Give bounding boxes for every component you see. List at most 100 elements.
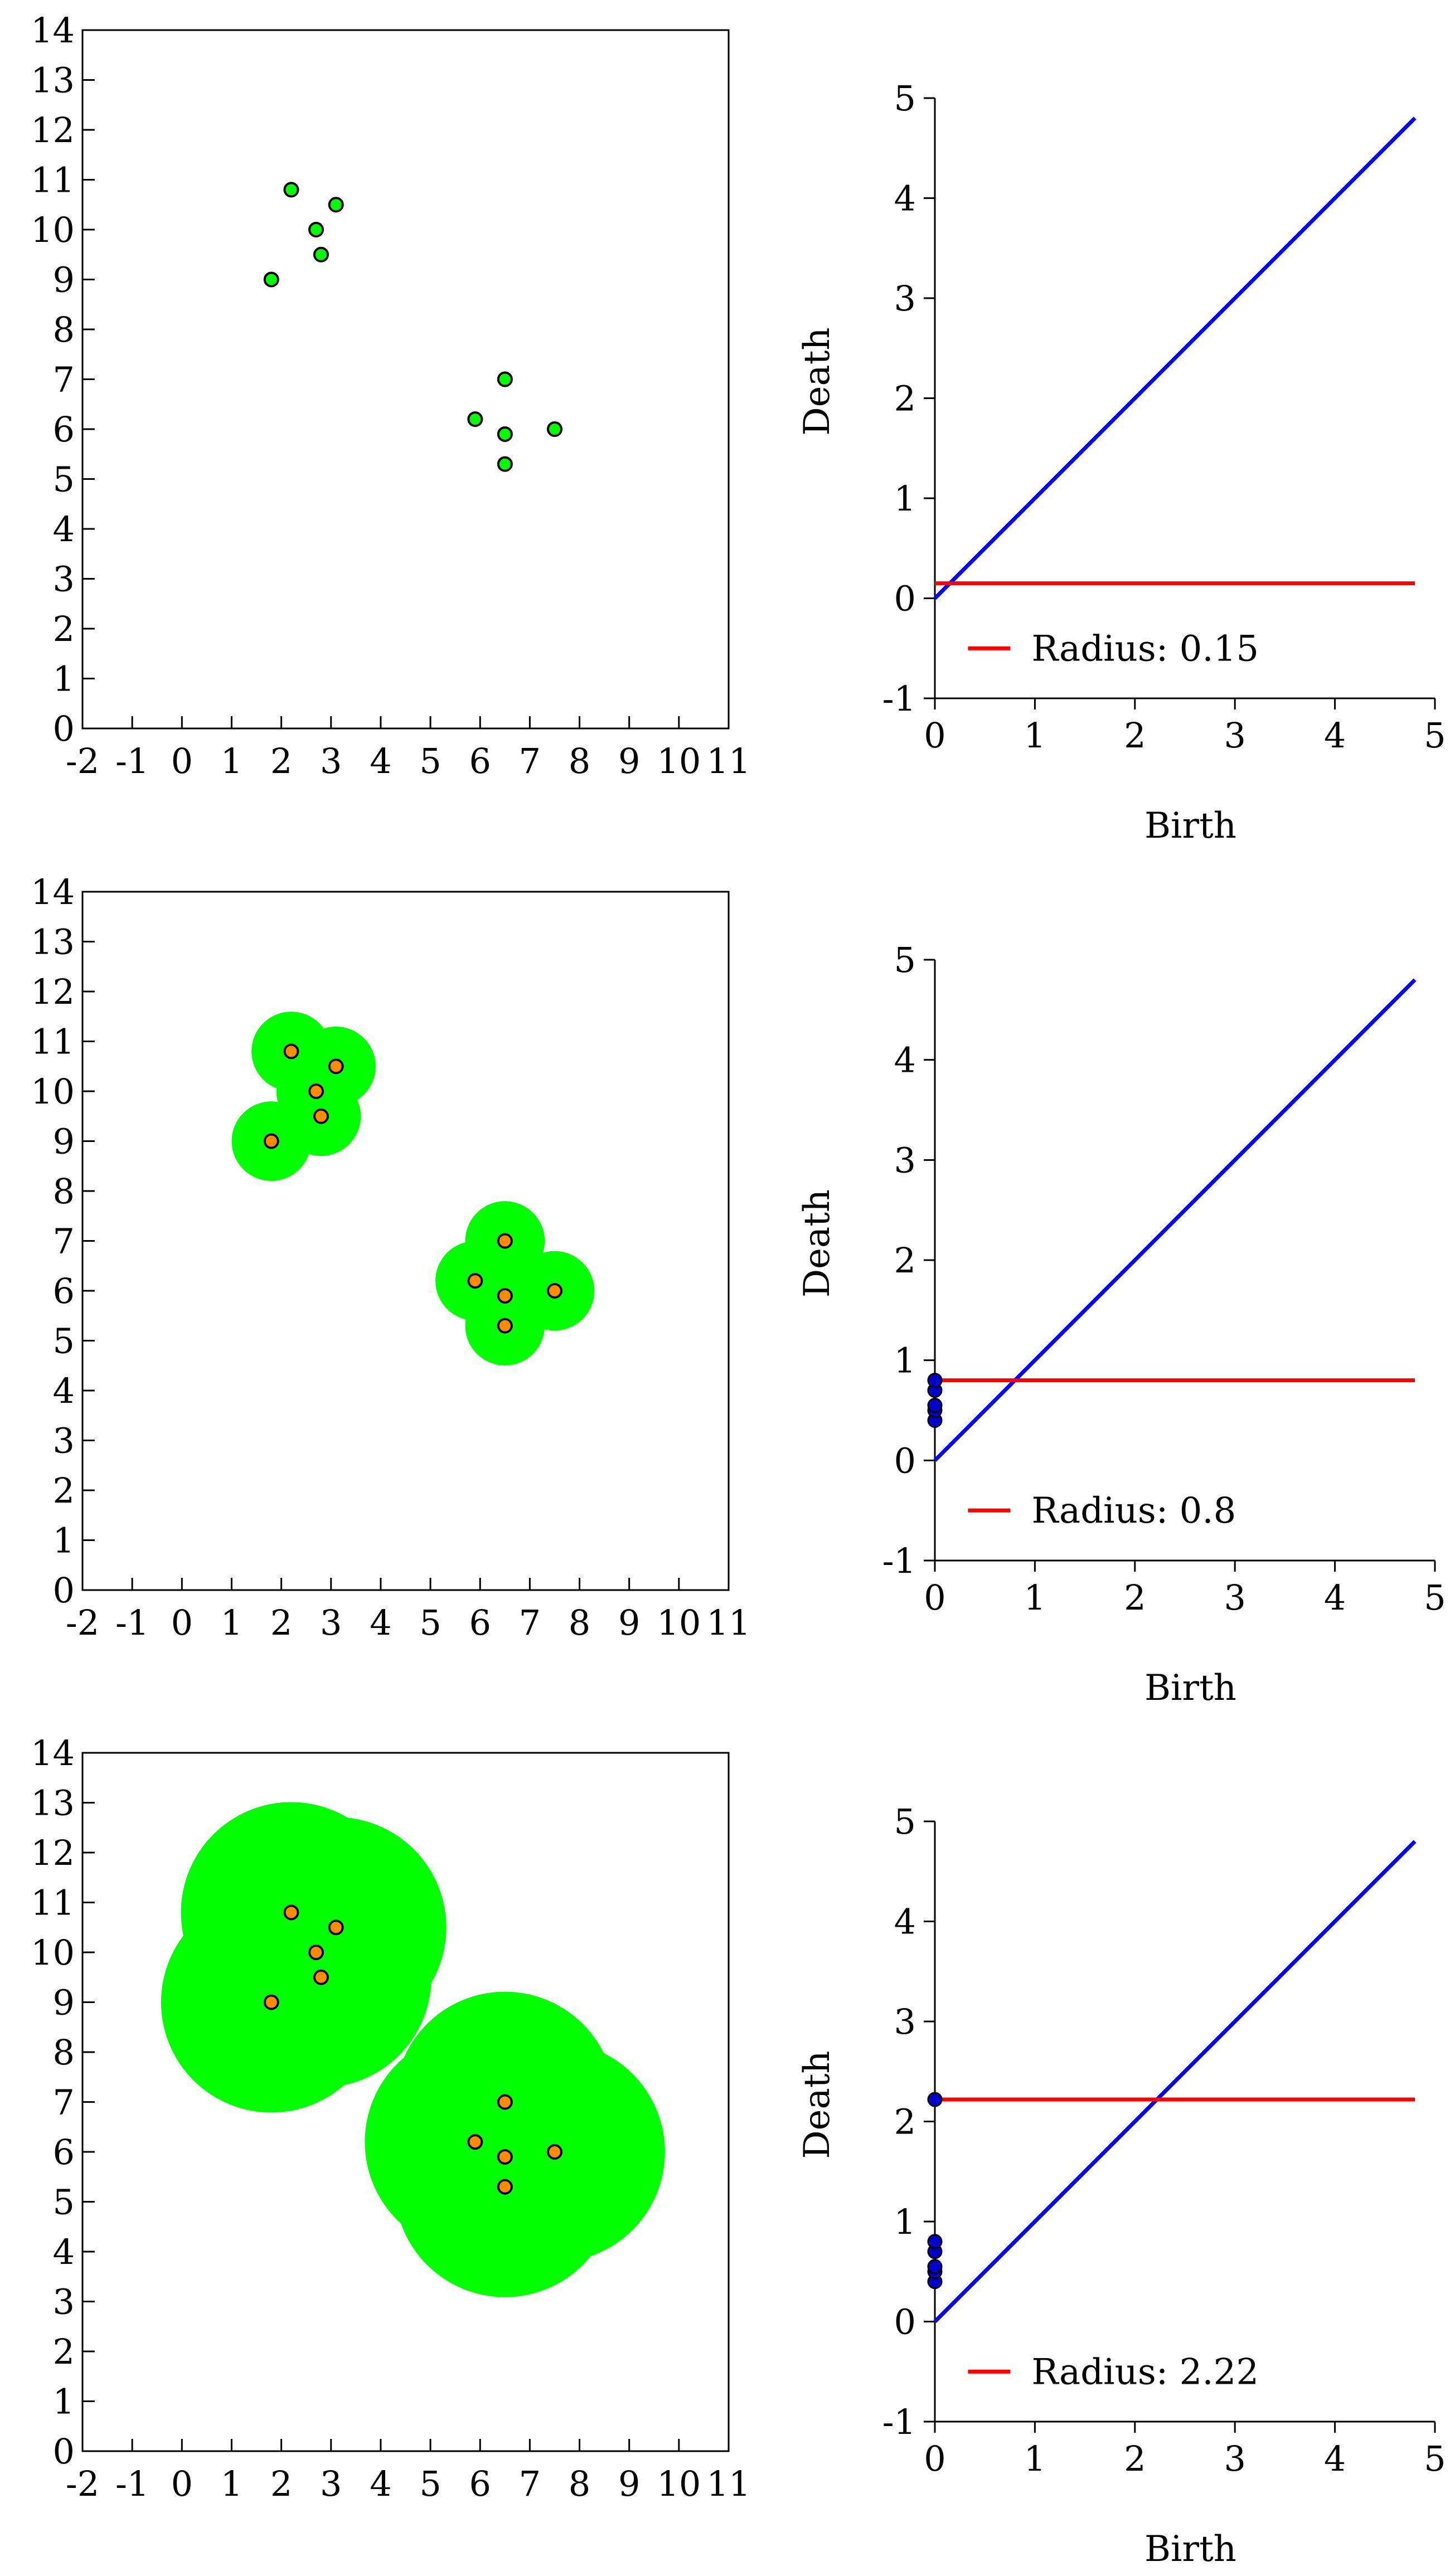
y-tick-label: 5	[894, 1801, 916, 1842]
y-tick-label: 10	[31, 1071, 75, 1112]
y-tick-label: 12	[31, 971, 75, 1012]
data-point-6	[497, 2094, 513, 2110]
legend-label: Radius: 0.15	[1031, 628, 1259, 669]
data-point-2	[308, 1945, 324, 1960]
x-tick-label: 9	[618, 1602, 640, 1643]
y-tick-label: 3	[53, 2282, 75, 2322]
y-tick-label: 2	[894, 378, 916, 419]
disk-group	[161, 1802, 665, 2297]
x-tick-label: -1	[115, 1602, 149, 1643]
data-point-1	[283, 1043, 299, 1059]
x-tick-label: 2	[270, 2463, 292, 2504]
y-tick-label: 4	[53, 1370, 75, 1411]
persistence-point-4	[927, 2234, 943, 2249]
x-tick-label: 0	[924, 715, 945, 756]
data-point-0	[263, 1994, 279, 2010]
y-tick-label: 2	[894, 1240, 916, 1281]
x-tick-label: -2	[66, 1602, 99, 1643]
y-tick-label: 0	[53, 708, 75, 749]
y-tick-label: 1	[53, 2381, 75, 2422]
diagonal-line	[933, 116, 1417, 600]
x-tick-label: 0	[171, 741, 193, 781]
legend-label: Radius: 2.22	[1031, 2351, 1259, 2393]
y-tick-label: 6	[53, 409, 75, 450]
x-tick-label: 11	[707, 741, 751, 781]
x-tick-label: 1	[1024, 715, 1046, 756]
y-tick-label: 3	[894, 2001, 916, 2042]
y-axis-title: Death	[797, 1189, 838, 1297]
data-point-3	[313, 246, 329, 263]
data-point-6	[497, 371, 513, 387]
y-tick-label: 2	[53, 609, 75, 649]
y-tick-label: 11	[31, 160, 75, 201]
y-tick-label: 5	[53, 2182, 75, 2223]
y-tick-label: 1	[53, 659, 75, 699]
y-tick-label: 0	[53, 2431, 75, 2472]
y-tick-label: 4	[894, 178, 916, 219]
x-tick-label: 8	[569, 1602, 590, 1643]
y-tick-label: 8	[53, 309, 75, 350]
x-tick-label: 7	[519, 1602, 541, 1643]
y-tick-label: 3	[894, 278, 916, 319]
data-point-9	[546, 2144, 562, 2160]
x-tick-label: 3	[1224, 2438, 1245, 2479]
x-tick-label: -1	[115, 741, 149, 781]
y-tick-label: 5	[894, 78, 916, 119]
y-axis-title: Death	[797, 327, 838, 435]
x-axis-title: Birth	[1144, 2529, 1236, 2570]
data-point-9	[546, 1283, 562, 1299]
y-axis-title: Death	[797, 2050, 838, 2159]
y-tick-label: 7	[53, 359, 75, 400]
y-tick-label: 7	[53, 2082, 75, 2123]
x-tick-label: 4	[370, 1602, 391, 1643]
y-tick-label: 2	[53, 2331, 75, 2372]
y-tick-label: 14	[31, 872, 75, 912]
data-point-4	[328, 1058, 344, 1075]
x-tick-label: 11	[707, 1602, 751, 1643]
data-point-8	[497, 1318, 513, 1334]
y-tick-label: -1	[882, 2402, 916, 2442]
data-point-1	[283, 1904, 299, 1921]
persistence-point-4	[927, 1373, 943, 1388]
y-tick-label: 1	[894, 2201, 916, 2242]
x-tick-label: 3	[1224, 1577, 1245, 1618]
x-tick-label: -1	[115, 2463, 149, 2504]
x-tick-label: 6	[469, 1602, 491, 1643]
x-tick-label: 5	[419, 741, 441, 781]
x-tick-label: 6	[469, 741, 491, 781]
x-tick-label: 2	[1124, 715, 1146, 756]
data-point-3	[313, 1969, 329, 1985]
y-tick-label: -1	[882, 1540, 916, 1581]
y-tick-label: 8	[53, 1171, 75, 1212]
y-tick-label: 4	[894, 1040, 916, 1081]
y-tick-label: 14	[31, 1733, 75, 1773]
x-tick-label: 1	[221, 1602, 243, 1643]
y-tick-label: 1	[894, 1340, 916, 1381]
x-tick-label: 3	[320, 2463, 342, 2504]
x-tick-label: 9	[618, 2463, 640, 2504]
x-tick-label: 11	[707, 2463, 751, 2504]
x-tick-label: 7	[519, 2463, 541, 2504]
x-tick-label: 5	[1424, 2438, 1446, 2479]
x-tick-label: 0	[171, 2463, 193, 2504]
x-tick-label: 8	[569, 2463, 590, 2504]
y-tick-label: 6	[53, 1271, 75, 1311]
data-point-6	[497, 1233, 513, 1249]
x-tick-label: -2	[66, 741, 99, 781]
data-point-0	[263, 271, 279, 288]
data-point-3	[313, 1108, 329, 1124]
data-point-2	[308, 222, 324, 237]
y-tick-label: 13	[31, 60, 75, 101]
x-tick-label: 1	[221, 741, 243, 781]
data-point-4	[328, 197, 344, 213]
x-tick-label: 1	[1024, 1577, 1046, 1618]
x-tick-label: 2	[270, 741, 292, 781]
diagonal-line	[933, 1840, 1417, 2323]
y-tick-label: 9	[53, 1982, 75, 2023]
x-tick-label: 3	[320, 741, 342, 781]
y-tick-label: 5	[53, 1321, 75, 1362]
y-tick-label: 0	[53, 1570, 75, 1611]
